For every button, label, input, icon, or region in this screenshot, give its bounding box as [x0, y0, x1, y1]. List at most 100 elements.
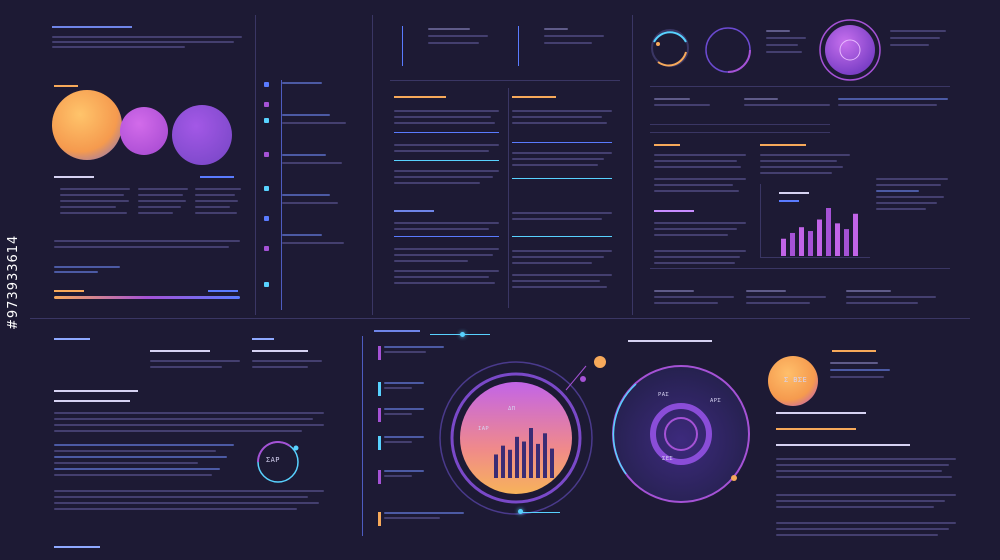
orange-orb: [768, 356, 818, 406]
square-icon[interactable]: [264, 282, 269, 287]
footer-label: [54, 546, 100, 548]
divider: [650, 268, 950, 269]
bar: [826, 208, 831, 256]
bar: [536, 443, 540, 478]
heading: [776, 428, 856, 430]
header-text: [428, 28, 488, 44]
ring-gauge: [651, 29, 689, 67]
timeline-marker: [378, 408, 381, 422]
subheading: [54, 176, 94, 178]
bar: [781, 238, 786, 256]
column-text: [830, 362, 890, 378]
column-text: [512, 212, 612, 220]
column-text: [512, 152, 612, 166]
column-text: [746, 290, 826, 304]
timeline-marker: [378, 346, 381, 360]
section-label: [832, 350, 876, 352]
link-marker: [200, 176, 234, 178]
radial-badge: [257, 441, 299, 483]
bar: [543, 433, 547, 478]
column-text: [838, 98, 948, 106]
timeline-node[interactable]: [518, 509, 523, 514]
column-text: [654, 290, 734, 304]
section-label: [54, 338, 90, 340]
bar: [790, 232, 795, 256]
bar: [835, 223, 840, 256]
bar: [550, 448, 554, 478]
panel-heading: [52, 26, 132, 28]
paragraph: [52, 36, 242, 48]
header-text: [766, 30, 806, 53]
column-text: [394, 110, 499, 124]
mini-bar-chart: [760, 184, 870, 258]
header-text: [544, 28, 604, 44]
column-text: [138, 188, 188, 214]
section-label: [654, 144, 680, 146]
purple-orb: [819, 19, 881, 81]
bar-label: [208, 290, 238, 292]
gauge-label: ΔΠ: [508, 406, 516, 412]
radial-badge-value: ΣΑΡ: [266, 456, 280, 464]
column-text: [512, 274, 612, 288]
bar-series: [781, 208, 858, 256]
accent-rule: [512, 142, 612, 143]
link-marker: [394, 210, 434, 212]
orange-circle: [52, 90, 122, 160]
column-text: [252, 360, 322, 368]
bar: [508, 449, 512, 478]
accent-rule: [394, 160, 499, 161]
square-icon[interactable]: [264, 118, 269, 123]
connector: [430, 334, 490, 335]
column-text: [512, 250, 612, 264]
column-text: [394, 270, 499, 284]
square-icon[interactable]: [264, 216, 269, 221]
column-text: [654, 98, 734, 106]
column-text: [654, 250, 746, 264]
column-text: [195, 188, 241, 214]
donut-gauge: [612, 365, 750, 503]
donut-label: ΡΑΣ: [658, 392, 670, 398]
bar-label: [54, 290, 84, 292]
heading: [54, 390, 138, 392]
bar: [799, 227, 804, 256]
divider: [650, 124, 830, 125]
ring-gauge: [705, 27, 751, 73]
square-icon[interactable]: [264, 246, 269, 251]
timeline-line: [402, 26, 403, 66]
paragraph: [54, 444, 234, 476]
bar: [844, 229, 849, 256]
timeline-line: [281, 80, 282, 310]
heading: [776, 444, 910, 446]
column-text: [846, 290, 936, 304]
magenta-circle: [120, 107, 168, 155]
circle-gauge: [439, 361, 593, 515]
timeline-marker: [378, 512, 381, 526]
square-icon[interactable]: [264, 186, 269, 191]
divider: [30, 318, 970, 319]
square-icon[interactable]: [264, 82, 269, 87]
column-text: [394, 248, 499, 262]
timeline-marker: [378, 470, 381, 484]
bar: [501, 445, 505, 478]
square-icon[interactable]: [264, 152, 269, 157]
column-text: [150, 360, 240, 368]
paragraph: [776, 522, 956, 536]
paragraph: [54, 412, 324, 432]
paragraph: [776, 458, 956, 478]
orange-node: [594, 356, 606, 368]
column-text: [394, 170, 499, 184]
subheading: [150, 350, 210, 352]
timeline-line: [518, 26, 519, 66]
bar: [515, 436, 519, 478]
divider: [632, 15, 633, 315]
accent-rule: [394, 236, 499, 237]
accent-rule: [512, 236, 612, 237]
timeline-item: [384, 436, 424, 443]
square-icon[interactable]: [264, 102, 269, 107]
gauge-bars: [494, 428, 554, 478]
section-label: [252, 338, 274, 340]
timeline-item: [384, 408, 424, 415]
column-text: [654, 154, 746, 168]
heading: [54, 400, 130, 402]
timeline-line: [362, 336, 363, 536]
